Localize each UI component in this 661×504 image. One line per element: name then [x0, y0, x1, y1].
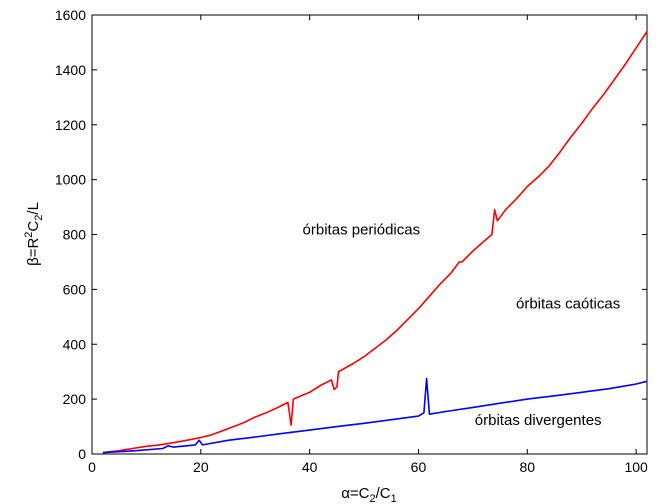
y-tick-label: 1600: [55, 7, 86, 23]
y-tick-label: 1400: [55, 62, 86, 78]
annotation-1: órbitas periódicas: [303, 222, 421, 239]
series-line-2: [102, 377, 648, 454]
series-line-1: [102, 31, 648, 454]
x-tick-label: 60: [411, 459, 427, 475]
y-tick-label: 1000: [55, 172, 86, 188]
x-tick-label: 20: [193, 459, 209, 475]
y-tick-label: 600: [63, 281, 87, 297]
x-tick-label: 80: [520, 459, 536, 475]
annotation-3: órbitas divergentes: [475, 412, 602, 429]
y-tick-label: 400: [63, 336, 87, 352]
y-tick-label: 0: [78, 446, 86, 462]
annotations: órbitas periódicas órbitas caóticas órbita…: [303, 222, 621, 430]
y-axis-label: β=R2C2/L: [23, 202, 45, 266]
x-axis-label: α=C2/C1: [341, 485, 397, 504]
x-tick-label: 40: [302, 459, 318, 475]
y-tick-label: 800: [63, 227, 87, 243]
axis-ticks: 0 20 40 60 80 1000200400600800100012001400160…: [55, 7, 648, 475]
annotation-2: órbitas caóticas: [516, 296, 620, 313]
series-group: [102, 31, 648, 454]
x-tick-label: 0: [88, 459, 96, 475]
y-tick-label: 200: [63, 391, 87, 407]
plot-area: [91, 14, 648, 455]
y-tick-label: 1200: [55, 117, 86, 133]
x-tick-label: 100: [624, 459, 648, 475]
